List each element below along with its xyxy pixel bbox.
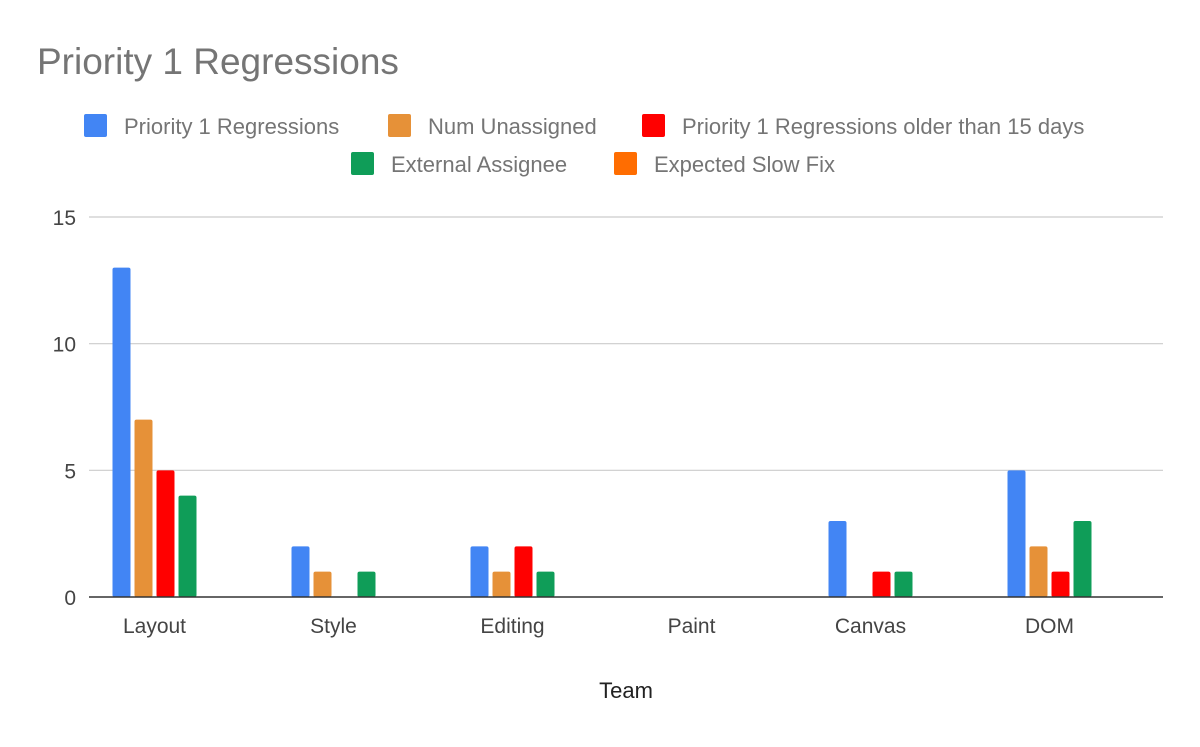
legend-swatch (84, 114, 107, 137)
x-axis: Layout Style Editing Paint Canvas DOM (123, 615, 1074, 638)
chart-title: Priority 1 Regressions (37, 41, 399, 82)
x-axis-title: Team (599, 678, 653, 703)
legend-swatch (388, 114, 411, 137)
bar-canvas-series-0 (828, 521, 847, 597)
bars (112, 267, 1092, 597)
bar-style-series-1 (313, 571, 332, 597)
bar-layout-series-0 (112, 267, 131, 597)
bar-layout-series-3 (178, 495, 197, 597)
bar-layout-series-1 (134, 419, 153, 597)
legend-label: Num Unassigned (428, 114, 597, 139)
legend-swatch (614, 152, 637, 175)
bar-editing-series-2 (514, 546, 533, 597)
bar-canvas-series-2 (872, 571, 891, 597)
legend-label: Expected Slow Fix (654, 152, 835, 177)
y-tick-label: 10 (53, 334, 76, 357)
bar-editing-series-3 (536, 571, 555, 597)
x-tick-label: Canvas (835, 615, 906, 638)
x-tick-label: Paint (668, 615, 716, 638)
y-tick-label: 5 (64, 460, 76, 483)
x-tick-label: Layout (123, 615, 186, 638)
y-tick-label: 0 (64, 587, 76, 610)
y-axis: 0 5 10 15 (53, 207, 76, 610)
bar-style-series-3 (357, 571, 376, 597)
legend-swatch (351, 152, 374, 175)
bar-canvas-series-3 (894, 571, 913, 597)
legend: Priority 1 Regressions Num Unassigned Prio… (84, 114, 1084, 177)
bar-dom-series-2 (1051, 571, 1070, 597)
x-tick-label: Editing (480, 615, 544, 638)
bar-dom-series-3 (1073, 521, 1092, 597)
bar-dom-series-1 (1029, 546, 1048, 597)
bar-dom-series-0 (1007, 470, 1026, 597)
legend-label: Priority 1 Regressions older than 15 day… (682, 114, 1084, 139)
x-tick-label: Style (310, 615, 357, 638)
bar-style-series-0 (291, 546, 310, 597)
legend-swatch (642, 114, 665, 137)
y-tick-label: 15 (53, 207, 76, 230)
bar-layout-series-2 (156, 470, 175, 597)
bar-editing-series-0 (470, 546, 489, 597)
bar-editing-series-1 (492, 571, 511, 597)
legend-label: Priority 1 Regressions (124, 114, 339, 139)
x-tick-label: DOM (1025, 615, 1074, 638)
gridlines (89, 216, 1163, 471)
legend-label: External Assignee (391, 152, 567, 177)
